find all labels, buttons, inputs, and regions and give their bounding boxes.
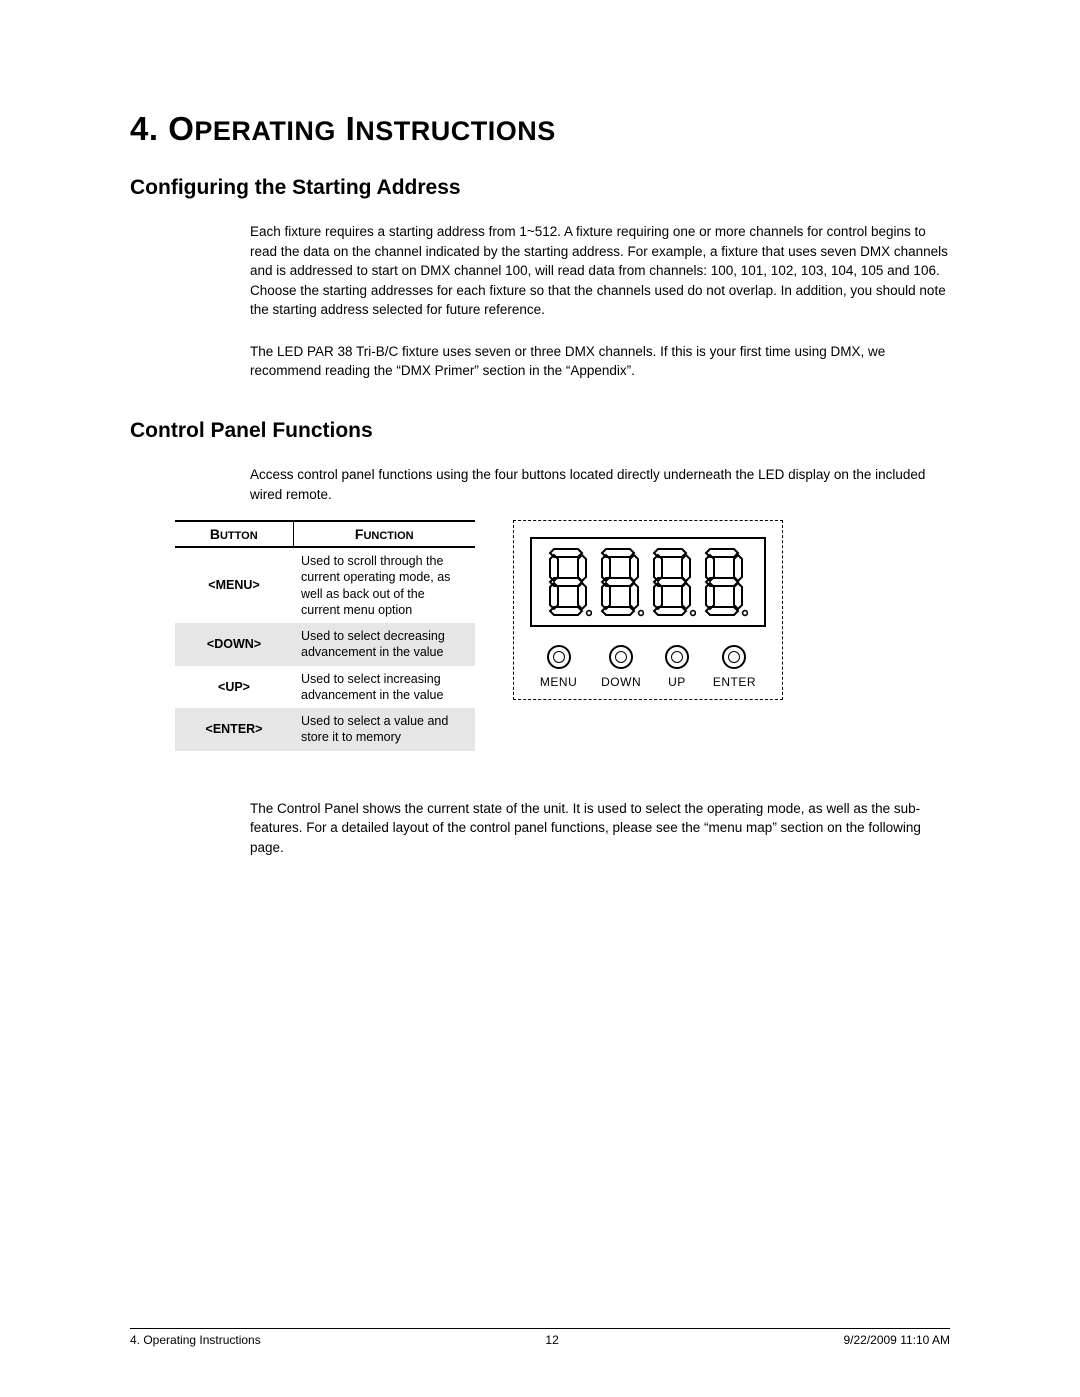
panel-button-label: ENTER bbox=[713, 675, 756, 689]
button-name: <DOWN> bbox=[175, 623, 293, 666]
heading-word1: OPERATING bbox=[168, 110, 336, 147]
page-title: 4. OPERATING INSTRUCTIONS bbox=[130, 110, 950, 148]
heading-number: 4. bbox=[130, 110, 159, 147]
section1-para1: Each fixture requires a starting address… bbox=[250, 222, 950, 320]
panel-outline: MENU DOWN UP ENTER bbox=[513, 520, 783, 700]
button-function: Used to select a value and store it to m… bbox=[293, 708, 475, 751]
section1-para2: The LED PAR 38 Tri-B/C fixture uses seve… bbox=[250, 342, 950, 381]
control-panel-diagram: MENU DOWN UP ENTER bbox=[513, 520, 783, 700]
function-table: BUTTON FUNCTION <MENU> Used to scroll th… bbox=[175, 520, 475, 751]
button-function: Used to scroll through the current opera… bbox=[293, 547, 475, 623]
panel-button-label: UP bbox=[668, 675, 686, 689]
circle-button-icon bbox=[547, 645, 571, 669]
circle-button-icon bbox=[609, 645, 633, 669]
table-row: <UP> Used to select increasing advanceme… bbox=[175, 666, 475, 709]
panel-button-label: DOWN bbox=[601, 675, 641, 689]
button-name: <MENU> bbox=[175, 547, 293, 623]
panel-button-up: UP bbox=[665, 645, 689, 689]
panel-button-enter: ENTER bbox=[713, 645, 756, 689]
section2-outro: The Control Panel shows the current stat… bbox=[250, 799, 950, 858]
circle-button-icon bbox=[665, 645, 689, 669]
table-row: <MENU> Used to scroll through the curren… bbox=[175, 547, 475, 623]
button-name: <UP> bbox=[175, 666, 293, 709]
button-name: <ENTER> bbox=[175, 708, 293, 751]
button-function: Used to select decreasing advancement in… bbox=[293, 623, 475, 666]
circle-button-icon bbox=[722, 645, 746, 669]
lcd-display bbox=[530, 537, 766, 627]
table-row: <DOWN> Used to select decreasing advance… bbox=[175, 623, 475, 666]
seven-segment-digit bbox=[652, 547, 696, 617]
table-header-function: FUNCTION bbox=[293, 521, 475, 547]
panel-button-down: DOWN bbox=[601, 645, 641, 689]
table-header-button: BUTTON bbox=[175, 521, 293, 547]
page-footer: 4. Operating Instructions 12 9/22/2009 1… bbox=[130, 1328, 950, 1347]
seven-segment-digit bbox=[548, 547, 592, 617]
panel-button-menu: MENU bbox=[540, 645, 577, 689]
button-function: Used to select increasing advancement in… bbox=[293, 666, 475, 709]
footer-left: 4. Operating Instructions bbox=[130, 1333, 261, 1347]
seven-segment-digit bbox=[600, 547, 644, 617]
panel-button-label: MENU bbox=[540, 675, 577, 689]
heading-word2: INSTRUCTIONS bbox=[346, 110, 556, 147]
footer-page-number: 12 bbox=[545, 1333, 558, 1347]
panel-button-row: MENU DOWN UP ENTER bbox=[530, 645, 766, 689]
table-row: <ENTER> Used to select a value and store… bbox=[175, 708, 475, 751]
section2-heading: Control Panel Functions bbox=[130, 419, 950, 443]
footer-timestamp: 9/22/2009 11:10 AM bbox=[843, 1333, 950, 1347]
section1-heading: Configuring the Starting Address bbox=[130, 176, 950, 200]
seven-segment-digit bbox=[704, 547, 748, 617]
section2-intro: Access control panel functions using the… bbox=[250, 465, 950, 504]
